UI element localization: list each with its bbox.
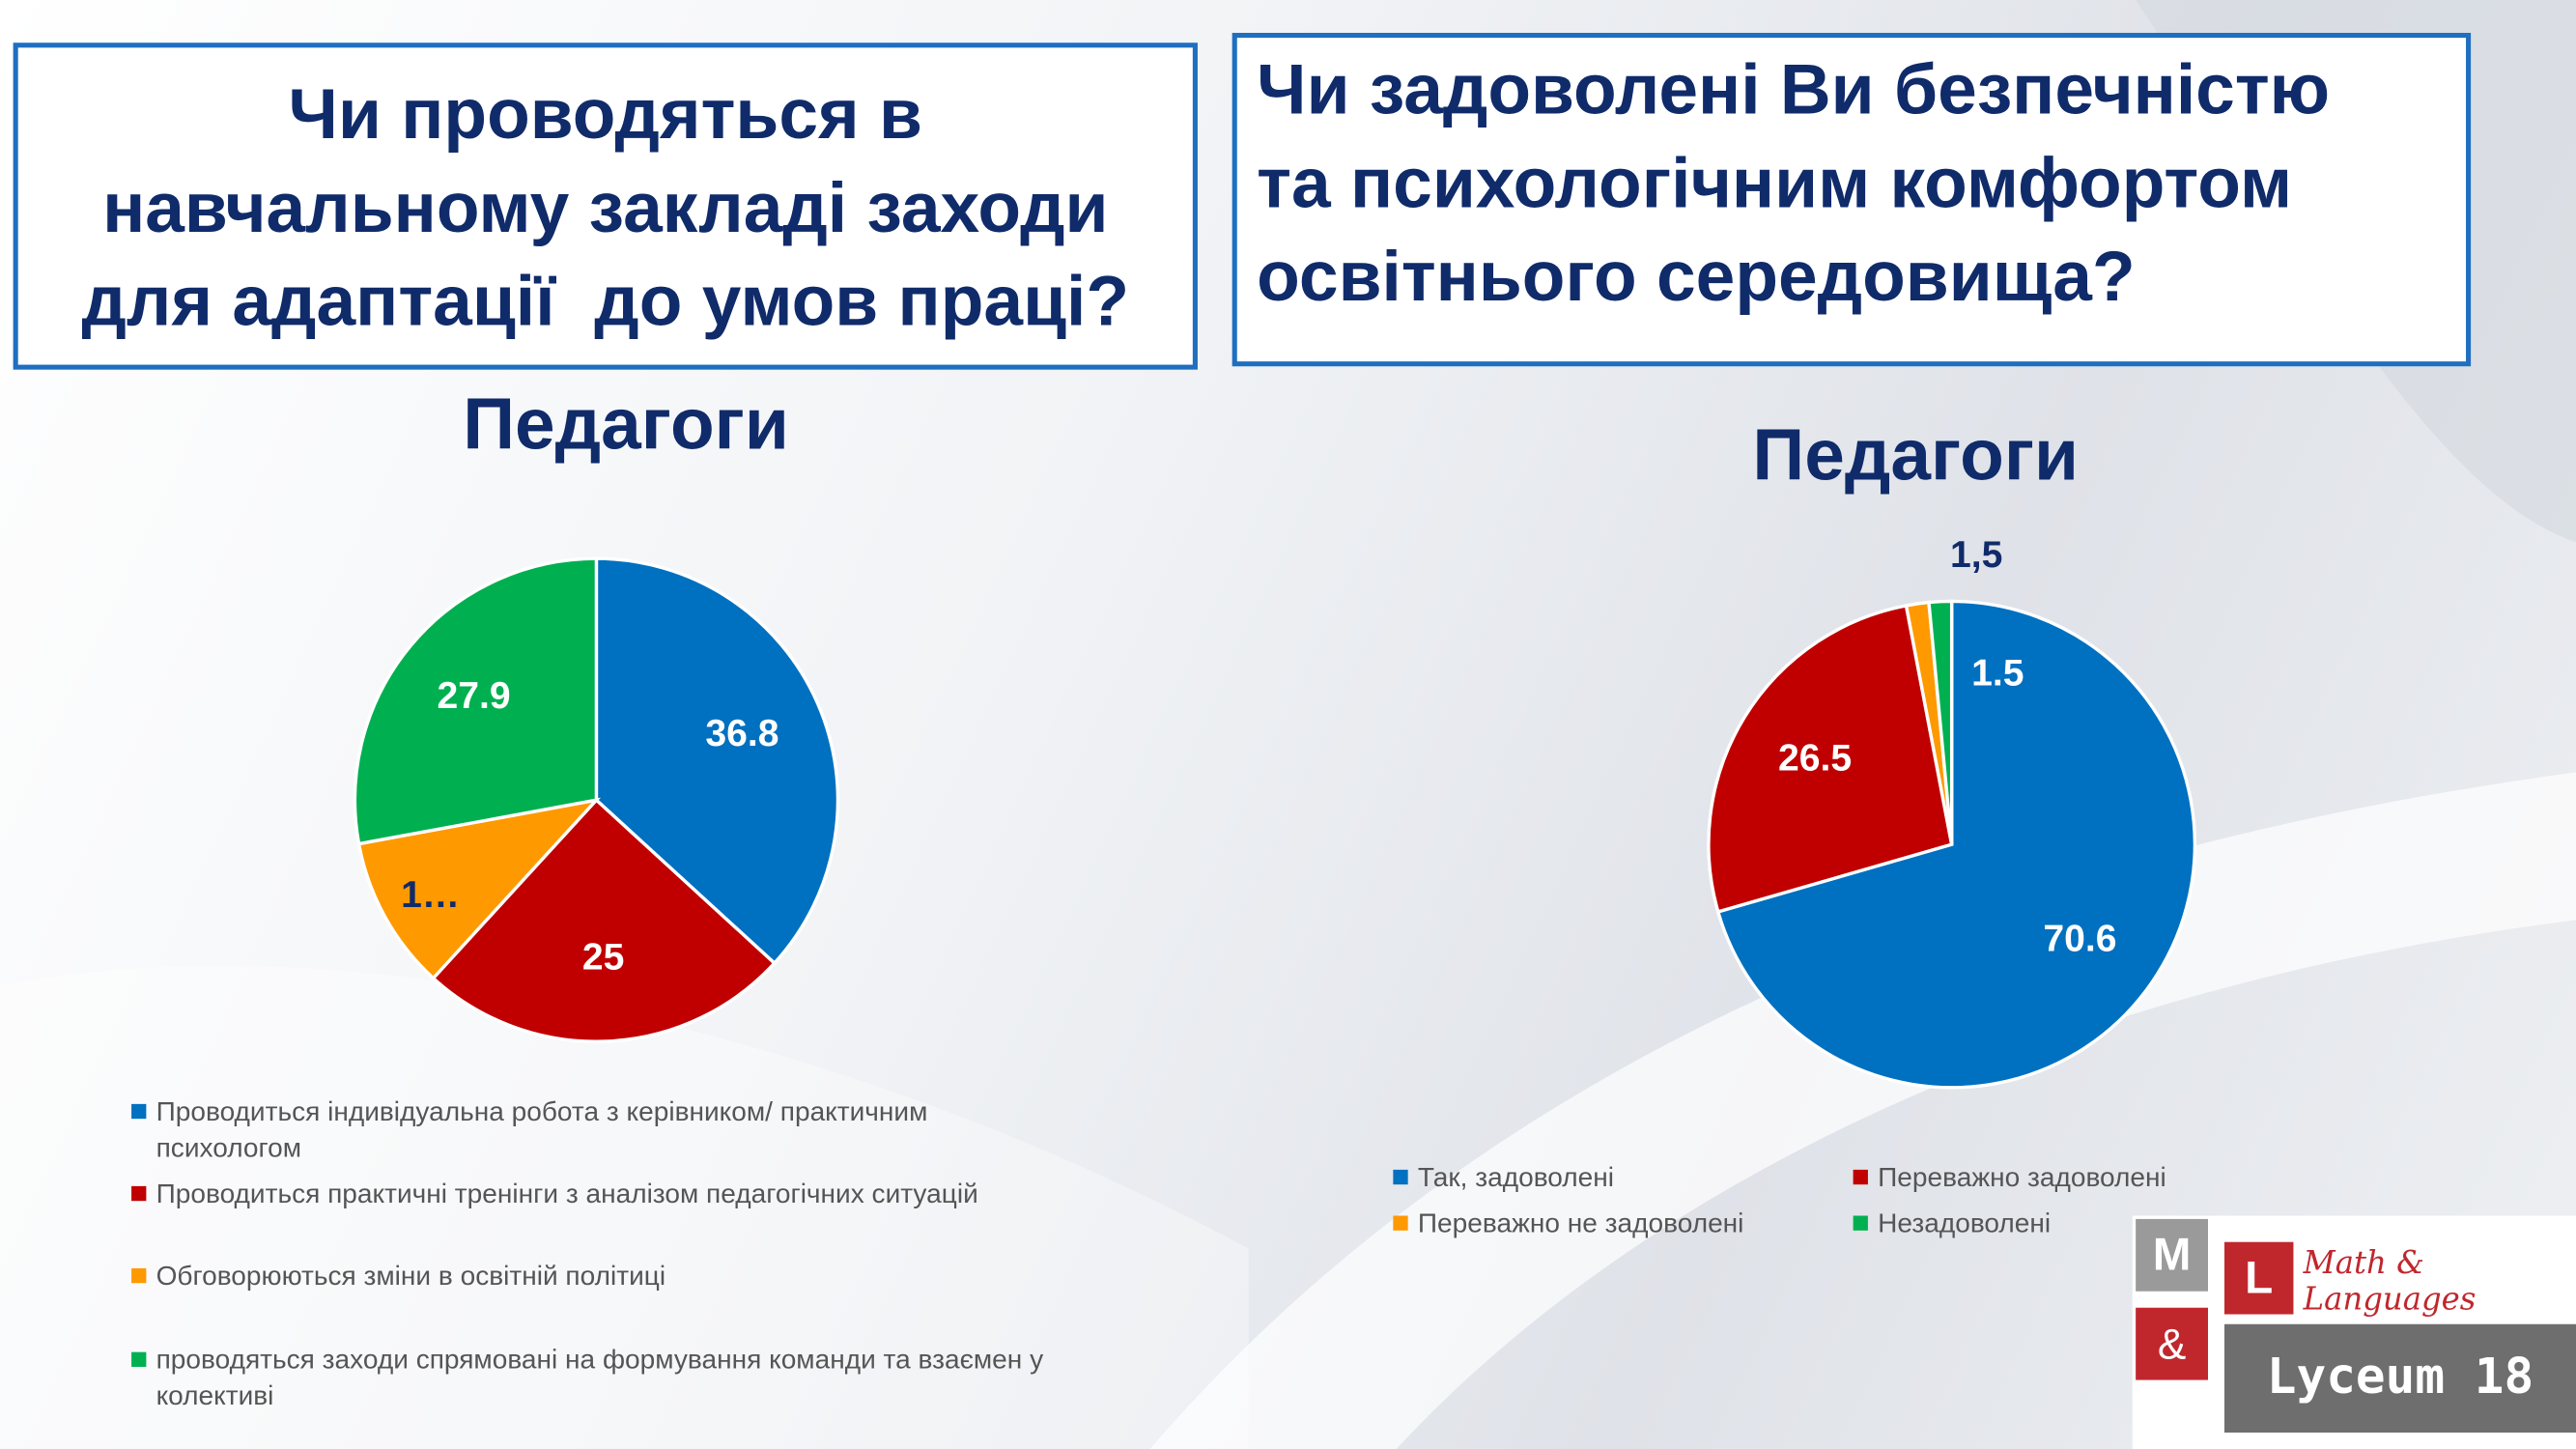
logo-amp: & bbox=[2136, 1307, 2208, 1380]
pie-slice bbox=[594, 556, 840, 966]
legend-swatch bbox=[1853, 1215, 1868, 1231]
pie-slice bbox=[431, 797, 778, 1043]
data-label: 70.6 bbox=[2043, 918, 2116, 959]
question-line: Чи проводяться в bbox=[288, 75, 922, 155]
question-box: Чи проводяться в навчальному закладі захо… bbox=[13, 43, 1198, 370]
legend-label: Незадоволені bbox=[1878, 1208, 2052, 1239]
chart-title: Педагоги bbox=[463, 384, 789, 466]
legend-label: Переважно не задоволені bbox=[1417, 1208, 1744, 1239]
question-line: навчальному закладі заходи bbox=[102, 169, 1109, 248]
legend-label: Проводиться практичні тренінги з аналізо… bbox=[156, 1179, 978, 1209]
legend-swatch bbox=[1393, 1215, 1408, 1231]
question-box: Чи задоволені Ви безпечністю та психологі… bbox=[1231, 33, 2472, 367]
legend-item: Проводиться індивідуальна робота з керів… bbox=[131, 1094, 1076, 1167]
pie-slice bbox=[1707, 603, 1954, 915]
pie-slice bbox=[1927, 599, 1954, 845]
data-label: 1… bbox=[401, 874, 460, 916]
question-line: освітнього середовища? bbox=[1257, 238, 2136, 318]
data-label: 36.8 bbox=[705, 713, 778, 754]
legend-swatch bbox=[131, 1185, 147, 1202]
legend-item: Проводиться практичні тренінги з аналізо… bbox=[131, 1177, 1076, 1212]
legend-swatch bbox=[1393, 1169, 1408, 1185]
legend-label: проводяться заходи спрямовані на формува… bbox=[156, 1345, 1044, 1411]
legend-item: Обговорюються зміни в освітній політиці bbox=[131, 1259, 1076, 1294]
data-label: 1,5 bbox=[1950, 534, 2002, 576]
legend-item: Переважно задоволені bbox=[1853, 1160, 2297, 1196]
data-label: 25 bbox=[582, 936, 625, 978]
pie-slice bbox=[356, 797, 602, 981]
legend-label: Так, задоволені bbox=[1417, 1163, 1615, 1193]
legend-item: Переважно не задоволені bbox=[1393, 1206, 1836, 1241]
logo-l: L bbox=[2224, 1241, 2294, 1315]
pie-slice bbox=[353, 556, 599, 846]
chart-title: Педагоги bbox=[1752, 415, 2080, 497]
legend-swatch bbox=[131, 1351, 147, 1367]
pie-slice bbox=[1715, 599, 2197, 1090]
data-label: 26.5 bbox=[1778, 738, 1852, 780]
legend-item: Так, задоволені bbox=[1393, 1160, 1836, 1196]
logo: M L Math & Languages & Lyceum 18 bbox=[2132, 1215, 2576, 1449]
question-line: для адаптації до умов праці? bbox=[81, 263, 1130, 342]
legend-label: Обговорюються зміни в освітній політиці bbox=[156, 1262, 666, 1292]
data-label: 1.5 bbox=[1971, 652, 2024, 694]
logo-script: Math & Languages bbox=[2303, 1245, 2477, 1318]
logo-m: M bbox=[2136, 1218, 2208, 1292]
legend-swatch bbox=[1853, 1169, 1868, 1185]
legend-label: Переважно задоволені bbox=[1878, 1163, 2166, 1193]
question-line: Чи задоволені Ви безпечністю bbox=[1257, 50, 2331, 130]
legend-item: проводяться заходи спрямовані на формува… bbox=[131, 1342, 1076, 1414]
legend-item: Незадоволені bbox=[1853, 1206, 2297, 1241]
legend-swatch bbox=[131, 1267, 147, 1284]
question-line: та психологічним комфортом bbox=[1257, 144, 2293, 224]
legend-swatch bbox=[131, 1103, 147, 1120]
data-label: 27.9 bbox=[438, 675, 511, 717]
logo-name: Lyceum 18 bbox=[2224, 1323, 2576, 1433]
legend-label: Проводиться індивідуальна робота з керів… bbox=[156, 1097, 928, 1164]
